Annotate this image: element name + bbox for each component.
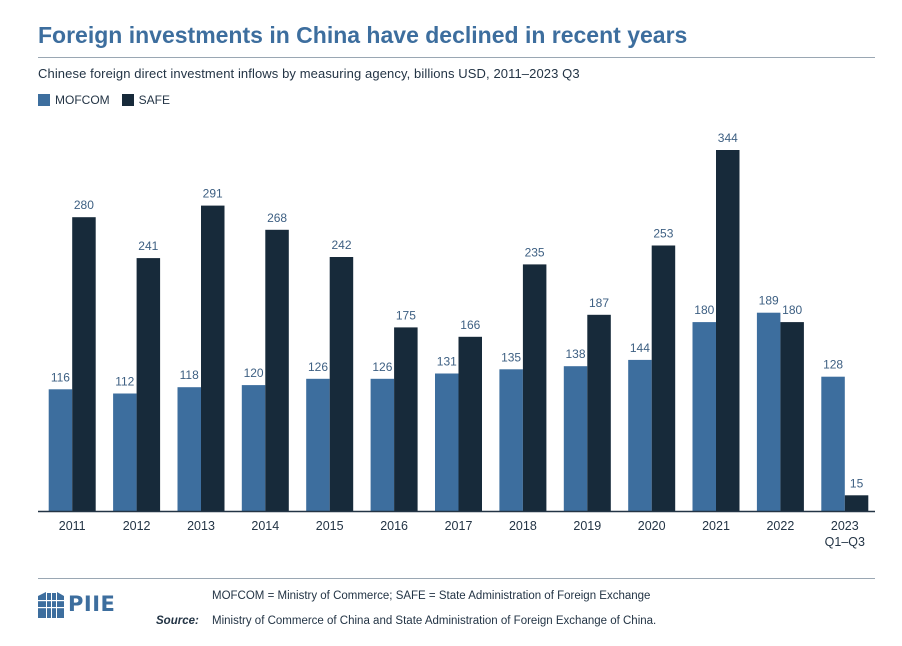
bar-mofcom-2 xyxy=(177,387,201,511)
bar-safe-6 xyxy=(458,336,482,511)
data-label-safe-4: 242 xyxy=(331,238,351,252)
bar-safe-5 xyxy=(394,327,418,511)
data-label-mofcom-11: 189 xyxy=(759,294,779,308)
bar-safe-2 xyxy=(201,205,225,511)
data-label-safe-9: 253 xyxy=(653,227,673,241)
data-label-safe-12: 15 xyxy=(850,476,864,490)
data-label-mofcom-2: 118 xyxy=(180,368,199,382)
bar-mofcom-1 xyxy=(113,393,137,511)
data-label-safe-7: 235 xyxy=(525,245,545,259)
data-label-mofcom-10: 180 xyxy=(694,303,714,317)
legend-item-mofcom: MOFCOM xyxy=(38,93,110,107)
bar-chart: 116 280 2011 112 241 2012 118 291 2013 120 268 2014… xyxy=(38,131,875,549)
data-label-mofcom-1: 112 xyxy=(115,375,134,389)
bar-safe-0 xyxy=(72,217,96,511)
piie-columns-icon xyxy=(38,592,64,618)
x-tick-label-2: 2013 xyxy=(187,519,215,533)
data-label-safe-8: 187 xyxy=(589,296,609,310)
bar-safe-3 xyxy=(265,229,289,512)
bar-mofcom-8 xyxy=(563,366,588,511)
data-label-mofcom-9: 144 xyxy=(630,341,650,355)
chart-subtitle: Chinese foreign direct investment inflow… xyxy=(38,66,580,81)
x-tick-label-12: 2023 xyxy=(831,519,859,533)
data-label-mofcom-0: 116 xyxy=(51,370,70,384)
data-label-mofcom-5: 126 xyxy=(372,360,392,374)
bar-safe-9 xyxy=(651,245,676,511)
source-label: Source: xyxy=(156,615,199,627)
bar-mofcom-0 xyxy=(48,389,73,511)
x-tick-label-1: 2012 xyxy=(123,519,151,533)
bar-mofcom-10 xyxy=(692,322,716,511)
x-tick-label-3: 2014 xyxy=(251,519,279,533)
bar-safe-8 xyxy=(587,314,611,511)
logo-wordmark: PIIE xyxy=(68,592,116,616)
data-label-safe-11: 180 xyxy=(782,303,802,317)
data-label-mofcom-3: 120 xyxy=(244,366,264,380)
legend-item-safe: SAFE xyxy=(121,93,170,107)
data-label-safe-10: 344 xyxy=(718,131,738,145)
bar-mofcom-7 xyxy=(499,369,523,511)
data-label-safe-6: 166 xyxy=(460,318,480,332)
x-tick-label-6: 2017 xyxy=(445,519,473,533)
footer-divider xyxy=(38,578,875,579)
bar-safe-4 xyxy=(329,257,354,511)
bar-mofcom-3 xyxy=(241,385,266,511)
abbreviation-note: MOFCOM = Ministry of Commerce; SAFE = St… xyxy=(212,590,651,602)
source-text: Ministry of Commerce of China and State … xyxy=(212,615,657,627)
x-tick-label-4: 2015 xyxy=(316,519,344,533)
legend-label-safe: SAFE xyxy=(138,93,170,107)
data-label-safe-0: 280 xyxy=(74,198,94,212)
chart-title: Foreign investments in China have declin… xyxy=(38,22,688,48)
bar-safe-12 xyxy=(844,495,869,511)
legend-label-mofcom: MOFCOM xyxy=(55,93,110,107)
bar-safe-11 xyxy=(780,322,804,511)
bar-safe-10 xyxy=(716,150,740,511)
data-label-safe-2: 291 xyxy=(203,187,223,201)
data-label-safe-1: 241 xyxy=(138,239,158,253)
bar-safe-1 xyxy=(136,258,161,511)
legend-swatch-mofcom xyxy=(38,94,50,106)
bar-mofcom-4 xyxy=(306,378,330,511)
legend-swatch-safe xyxy=(121,94,134,106)
title-divider xyxy=(38,57,875,58)
bar-mofcom-5 xyxy=(370,378,395,511)
data-label-safe-5: 175 xyxy=(396,308,416,322)
bar-mofcom-6 xyxy=(435,373,459,511)
data-label-mofcom-12: 128 xyxy=(823,358,843,372)
bar-mofcom-9 xyxy=(628,359,652,511)
piie-logo: PIIE xyxy=(38,590,115,618)
bar-mofcom-12 xyxy=(821,376,845,511)
x-tick-label-12-line1: Q1–Q3 xyxy=(825,535,865,549)
data-label-mofcom-7: 135 xyxy=(501,350,521,364)
bar-mofcom-11 xyxy=(756,312,781,511)
x-tick-label-7: 2018 xyxy=(509,519,537,533)
x-tick-label-11: 2022 xyxy=(766,519,794,533)
bar-safe-7 xyxy=(522,264,547,511)
x-tick-label-9: 2020 xyxy=(638,519,666,533)
data-label-mofcom-6: 131 xyxy=(437,355,457,369)
data-label-mofcom-4: 126 xyxy=(308,360,328,374)
x-tick-label-8: 2019 xyxy=(573,519,601,533)
legend: MOFCOM SAFE xyxy=(38,93,182,107)
x-tick-label-10: 2021 xyxy=(702,519,730,533)
x-tick-label-0: 2011 xyxy=(59,519,86,533)
data-label-mofcom-8: 138 xyxy=(565,347,585,361)
data-label-safe-3: 268 xyxy=(267,211,287,225)
x-tick-label-5: 2016 xyxy=(380,519,408,533)
